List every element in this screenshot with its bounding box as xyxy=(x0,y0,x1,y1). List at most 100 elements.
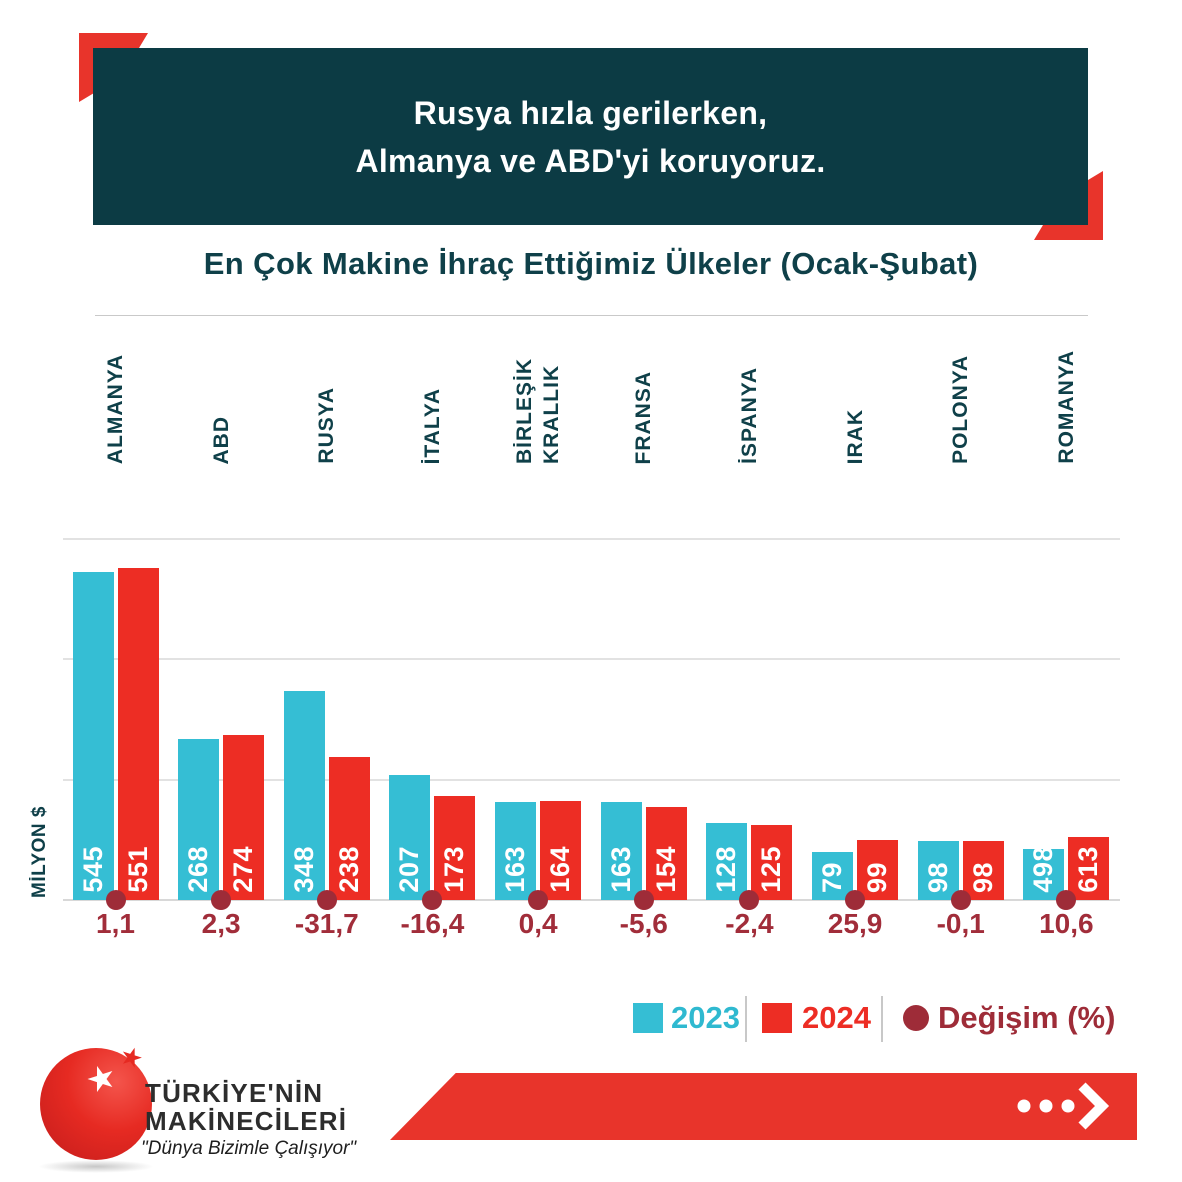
star-icon: ★ xyxy=(115,1039,148,1075)
bar-value-2023: 163 xyxy=(605,846,636,893)
bar-value-2023: 348 xyxy=(288,846,319,893)
bar-value-2023: 207 xyxy=(394,846,425,893)
x-axis-baseline xyxy=(63,899,1120,901)
legend-swatch-2024 xyxy=(762,1003,792,1033)
title-divider xyxy=(95,315,1088,316)
legend-swatch-2023 xyxy=(633,1003,663,1033)
bar-2023: 207 xyxy=(389,775,431,900)
header-banner: Rusya hızla gerilerken, Almanya ve ABD'y… xyxy=(93,48,1088,225)
change-value: -2,4 xyxy=(725,908,774,939)
legend-label-2023: 2023 xyxy=(671,1000,740,1035)
legend-label-change: Değişim (%) xyxy=(938,1000,1116,1035)
bar-2024: 99 xyxy=(857,840,899,900)
country-label-text: ROMANYA xyxy=(1054,350,1078,464)
bar-value-2024: 173 xyxy=(439,846,470,893)
bar-value-2024: 125 xyxy=(756,846,787,893)
change-value: 0,4 xyxy=(518,908,558,939)
gridline xyxy=(63,537,1120,540)
bar-2024: 613 xyxy=(1068,836,1110,900)
bar-value-2023: 498 xyxy=(1028,846,1059,893)
bar-value-2024: 551 xyxy=(122,846,153,893)
bar-2023: 98 xyxy=(917,841,959,900)
change-dot-icon xyxy=(1056,890,1077,910)
bar-2023: 163 xyxy=(495,801,537,900)
change-dot-icon xyxy=(211,890,232,910)
change-dot-icon xyxy=(316,890,337,910)
legend-separator xyxy=(881,996,883,1042)
headline-line1: Rusya hızla gerilerken, xyxy=(413,94,768,131)
bar-2023: 545 xyxy=(72,572,114,900)
bar-value-2023: 98 xyxy=(922,861,953,893)
bar-2024: 125 xyxy=(751,824,793,900)
country-label-text: ALMANYA xyxy=(104,353,127,464)
bar-value-2023: 163 xyxy=(500,846,531,893)
change-value: -0,1 xyxy=(936,908,985,939)
brand-logo-circle xyxy=(40,1048,152,1160)
gridline xyxy=(63,658,1120,661)
change-dot-icon xyxy=(739,890,760,910)
headline-line2: Almanya ve ABD'yi koruyoruz. xyxy=(355,142,826,179)
bar-2024: 173 xyxy=(434,795,476,900)
bar-2024: 238 xyxy=(328,756,370,900)
corner-accent-icon xyxy=(1034,171,1103,240)
bar-value-2023: 79 xyxy=(817,861,848,893)
change-dot-icon xyxy=(422,890,443,910)
corner-accent-icon xyxy=(79,33,148,102)
gridline xyxy=(63,778,1120,781)
footer-banner xyxy=(390,1073,1137,1140)
country-label-text: BİRLEŞİK KRALLIK xyxy=(513,357,564,464)
change-value: 1,1 xyxy=(96,908,135,939)
bar-value-2024: 98 xyxy=(967,861,998,893)
bar-2023: 348 xyxy=(283,690,325,900)
bar-value-2023: 128 xyxy=(711,846,742,893)
bar-value-2024: 274 xyxy=(228,846,259,893)
country-label-text: İTALYA xyxy=(420,387,444,464)
bar-2023: 268 xyxy=(178,738,220,900)
bar-value-2024: 99 xyxy=(862,861,893,893)
change-value: 10,6 xyxy=(1039,908,1094,939)
logo-shadow xyxy=(38,1160,154,1173)
next-arrow-icon[interactable] xyxy=(1008,1077,1120,1135)
brand-name-line1: TÜRKİYE'NİN xyxy=(145,1078,324,1108)
bar-value-2024: 238 xyxy=(333,846,364,893)
change-dot-icon xyxy=(105,890,126,910)
bar-value-2023: 268 xyxy=(183,846,214,893)
country-label-text: POLONYA xyxy=(949,355,973,464)
bar-2023: 79 xyxy=(812,852,854,900)
legend-separator xyxy=(745,996,747,1042)
bar-value-2023: 545 xyxy=(77,846,108,893)
bar-2024: 274 xyxy=(223,735,265,900)
legend-change-dot-icon xyxy=(903,1005,929,1031)
bar-2024: 154 xyxy=(645,807,687,900)
bar-2024: 98 xyxy=(962,841,1004,900)
country-label: ROMANYA xyxy=(996,326,1136,464)
change-dot-icon xyxy=(845,890,866,910)
change-value: -5,6 xyxy=(619,908,668,939)
bar-value-2024: 164 xyxy=(545,846,576,893)
bar-2024: 164 xyxy=(540,801,582,900)
y-axis-unit: MİLYON $ xyxy=(24,788,56,898)
brand-slogan: "Dünya Bizimle Çalışıyor" xyxy=(141,1138,357,1159)
chart-title: En Çok Makine İhraç Ettiğimiz Ülkeler (O… xyxy=(203,246,979,281)
bar-2023: 163 xyxy=(600,801,642,900)
bar-value-2024: 154 xyxy=(650,846,681,893)
change-value: -16,4 xyxy=(400,908,465,939)
legend-label-2024: 2024 xyxy=(802,1000,871,1035)
bar-2023: 128 xyxy=(706,822,748,900)
brand-name-line2: MAKİNECİLERİ xyxy=(145,1106,348,1136)
country-label-text: IRAK xyxy=(843,408,867,464)
change-dot-icon xyxy=(950,890,971,910)
bar-2023: 498 xyxy=(1023,846,1065,900)
bar-2024: 551 xyxy=(117,568,159,900)
country-label-text: İSPANYA xyxy=(737,367,761,464)
country-label-text: FRANSA xyxy=(632,370,656,465)
bar-value-2024: 613 xyxy=(1073,846,1104,893)
change-dot-icon xyxy=(528,890,549,910)
change-value: -31,7 xyxy=(294,908,359,939)
y-axis-unit-label: MİLYON $ xyxy=(29,806,50,898)
change-value: 25,9 xyxy=(827,908,883,939)
country-label-text: ABD xyxy=(209,415,233,465)
country-label-text: RUSYA xyxy=(315,387,339,464)
change-dot-icon xyxy=(633,890,654,910)
